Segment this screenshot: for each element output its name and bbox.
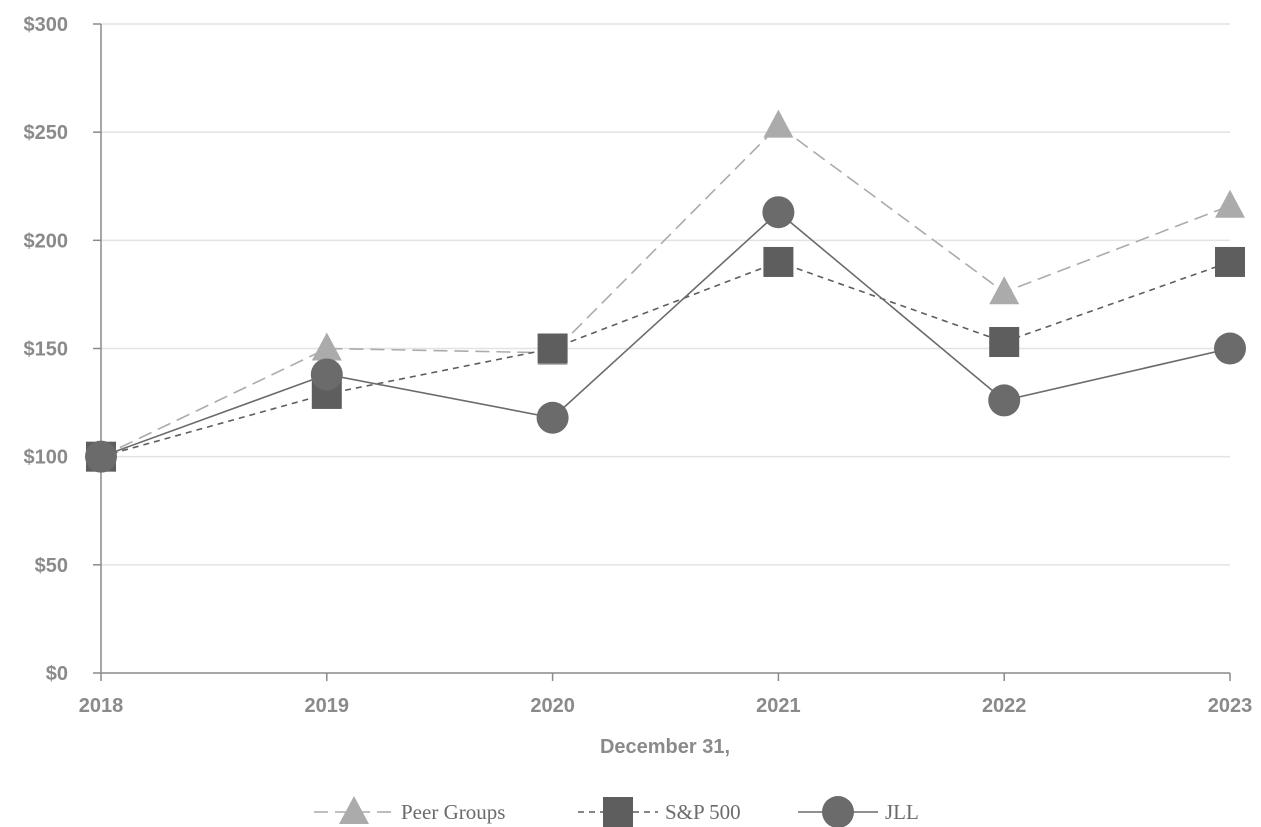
legend: Peer Groups S&P 500 JLL <box>314 796 919 827</box>
x-tick-label: 2021 <box>756 695 801 717</box>
data-point-square <box>763 246 794 277</box>
data-point-square <box>537 333 568 364</box>
data-point-square <box>989 327 1020 358</box>
x-axis-title: December 31, <box>600 736 730 758</box>
data-point-circle <box>310 358 343 391</box>
data-point-square <box>1215 246 1245 277</box>
y-axis-ticks: $0 $50 $100 $150 $200 $250 $300 <box>24 14 101 685</box>
legend-marker-circle <box>822 796 854 827</box>
data-point-circle <box>762 196 795 229</box>
data-point-circle <box>536 401 569 434</box>
legend-marker-square <box>603 797 633 827</box>
legend-item: S&P 500 <box>578 797 741 827</box>
y-tick-label: $300 <box>24 14 69 36</box>
series-line <box>100 261 1231 458</box>
data-point-triangle <box>763 109 794 138</box>
x-tick-label: 2018 <box>79 695 124 717</box>
legend-label: S&P 500 <box>665 800 741 824</box>
legend-marker-triangle <box>339 796 369 824</box>
x-tick-label: 2020 <box>530 695 575 717</box>
data-point-triangle <box>989 276 1020 305</box>
data-point-circle <box>1214 332 1246 365</box>
series-jll <box>85 196 1246 473</box>
x-axis-ticks: 2018 2019 2020 2021 2022 2023 <box>79 673 1253 717</box>
legend-label: Peer Groups <box>401 800 505 824</box>
data-point-circle <box>988 384 1021 417</box>
legend-label: JLL <box>885 800 919 824</box>
y-tick-label: $50 <box>35 555 68 577</box>
series-peer-groups <box>86 109 1245 469</box>
legend-item: Peer Groups <box>314 796 505 824</box>
y-tick-label: $150 <box>24 339 69 361</box>
y-tick-label: $0 <box>46 663 68 685</box>
data-point-circle <box>85 440 117 473</box>
x-tick-label: 2023 <box>1208 695 1253 717</box>
data-point-triangle <box>311 332 342 361</box>
series-line <box>100 211 1231 458</box>
x-tick-label: 2022 <box>982 695 1027 717</box>
y-tick-label: $250 <box>24 122 69 144</box>
x-tick-label: 2019 <box>305 695 350 717</box>
series-layer <box>85 109 1246 473</box>
series-s-p-500 <box>86 246 1245 472</box>
legend-item: JLL <box>798 796 919 827</box>
y-tick-label: $200 <box>24 230 69 252</box>
gridlines <box>101 23 1230 566</box>
data-point-triangle <box>1215 189 1245 218</box>
series-line <box>100 124 1231 458</box>
y-tick-label: $100 <box>24 447 69 469</box>
